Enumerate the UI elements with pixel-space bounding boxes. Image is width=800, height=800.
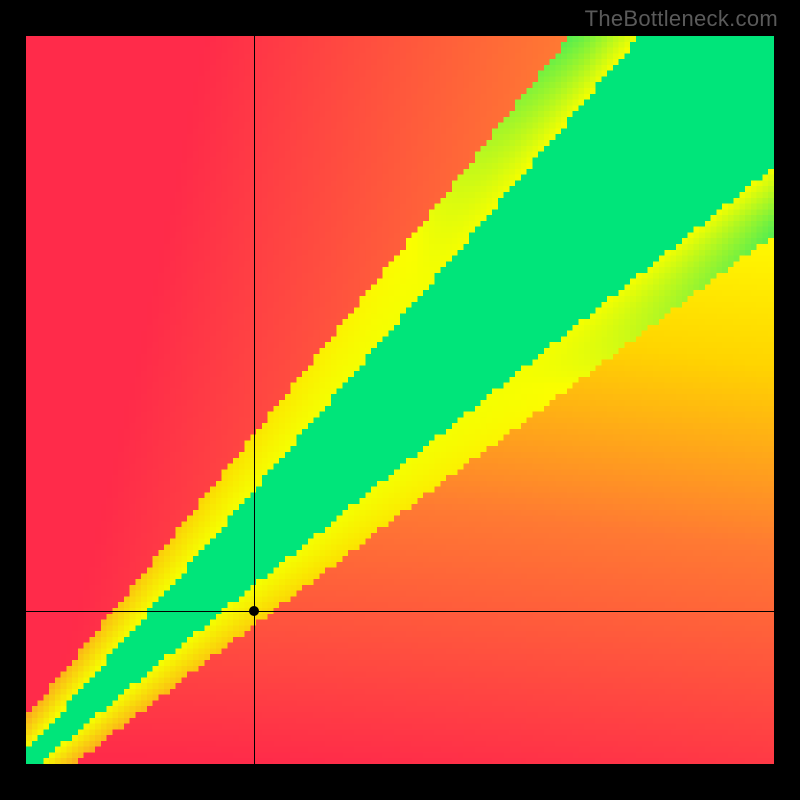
plot-area	[26, 36, 774, 764]
crosshair-vertical	[254, 36, 255, 764]
watermark-text: TheBottleneck.com	[585, 6, 778, 32]
heatmap-canvas	[26, 36, 774, 764]
outer-frame: TheBottleneck.com	[0, 0, 800, 800]
crosshair-horizontal	[26, 611, 774, 612]
crosshair-marker	[249, 606, 259, 616]
